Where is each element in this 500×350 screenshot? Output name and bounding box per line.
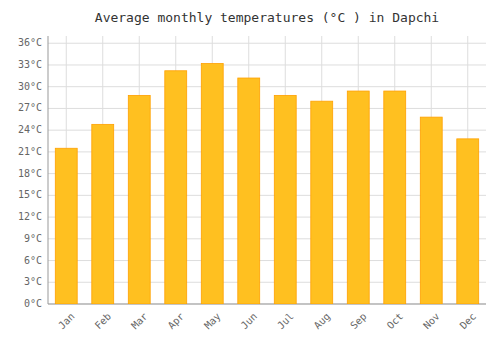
- x-tick-label: Oct: [385, 311, 406, 332]
- chart: 0°C 3°C 6°C 9°C 12°C 15°C 18°C 21°C 24°C 27°C 30°C…: [0, 0, 500, 350]
- bar: [92, 124, 114, 304]
- bar: [238, 78, 260, 304]
- x-tick-label: Nov: [421, 311, 442, 332]
- x-tick-label: May: [202, 311, 223, 332]
- y-tick-label: 36°C: [18, 37, 42, 48]
- bar: [128, 95, 150, 304]
- y-tick-label: 9°C: [24, 233, 42, 244]
- y-tick-label: 21°C: [18, 146, 42, 157]
- bar: [55, 148, 77, 304]
- x-tick-label: Dec: [458, 311, 479, 332]
- x-tick-label: Jan: [56, 311, 77, 332]
- bar: [201, 64, 223, 304]
- y-tick-label: 24°C: [18, 124, 42, 135]
- y-tick-label: 27°C: [18, 102, 42, 113]
- x-tick-label: Mar: [129, 311, 150, 332]
- bar: [420, 117, 442, 304]
- y-tick-label: 18°C: [18, 168, 42, 179]
- y-grid-line: [48, 108, 486, 109]
- x-tick-label: Jun: [239, 311, 260, 332]
- y-grid-line: [48, 64, 486, 65]
- title: Average monthly temperatures (°C ) in Da…: [95, 10, 439, 25]
- bars: [55, 64, 478, 304]
- x-tick-label: Aug: [312, 311, 333, 332]
- y-tick-label: 6°C: [24, 255, 42, 266]
- x-tick-label: Apr: [166, 311, 187, 332]
- y-tick-label: 33°C: [18, 59, 42, 70]
- bar: [165, 71, 187, 304]
- x-tick-label: Feb: [93, 311, 114, 332]
- bar: [384, 91, 406, 304]
- grid: [48, 36, 486, 304]
- bar: [457, 139, 479, 304]
- y-axis-line: [48, 36, 49, 304]
- x-tick-label: Jul: [275, 311, 296, 332]
- bar: [347, 91, 369, 304]
- y-grid-line: [48, 86, 486, 87]
- bar: [274, 95, 296, 304]
- y-tick-label: 0°C: [24, 298, 42, 309]
- y-tick-label: 15°C: [18, 189, 42, 200]
- x-tick-label: Sep: [348, 311, 369, 332]
- bar: [311, 101, 333, 304]
- y-tick-label: 12°C: [18, 211, 42, 222]
- y-tick-label: 30°C: [18, 81, 42, 92]
- y-grid-line: [48, 43, 486, 44]
- y-tick-label: 3°C: [24, 276, 42, 287]
